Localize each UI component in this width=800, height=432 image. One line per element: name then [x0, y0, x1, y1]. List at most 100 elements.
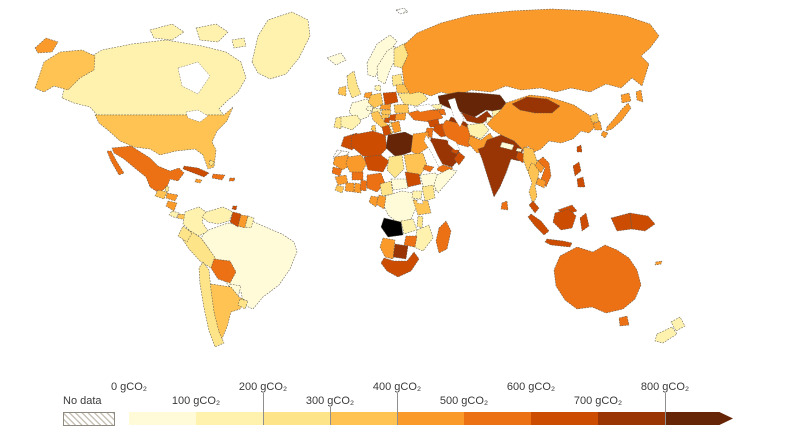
country-afghanistan[interactable] [466, 122, 490, 140]
country-japan-kyushu[interactable] [600, 130, 609, 139]
country-hispaniola[interactable] [211, 173, 226, 181]
country-burkina-faso[interactable] [351, 171, 364, 181]
country-mongolia[interactable] [511, 96, 561, 114]
legend-bin-100-200[interactable] [196, 412, 263, 425]
country-ireland[interactable] [337, 85, 347, 97]
country-niger[interactable] [363, 154, 390, 173]
region-sulawesi[interactable] [579, 212, 590, 232]
country-uzbekistan[interactable] [460, 110, 493, 125]
country-togo-benin[interactable] [359, 179, 368, 192]
country-usa[interactable] [94, 106, 234, 170]
country-switzerland[interactable] [365, 105, 374, 112]
region-sakhalin[interactable] [635, 89, 644, 103]
country-baltic-states[interactable] [391, 73, 404, 87]
country-mali[interactable] [345, 154, 368, 175]
country-oman[interactable] [453, 151, 466, 166]
country-bahamas[interactable] [208, 159, 215, 167]
country-hungary[interactable] [380, 109, 392, 116]
country-tunisia[interactable] [381, 124, 392, 137]
country-french-guiana[interactable] [244, 215, 255, 229]
country-spain[interactable] [339, 114, 362, 131]
legend-bin-700-800[interactable] [598, 412, 665, 425]
country-malaysia-peninsula[interactable] [528, 200, 540, 214]
country-germany[interactable] [367, 92, 384, 109]
region-sardinia[interactable] [370, 124, 377, 132]
country-angola[interactable] [380, 217, 404, 238]
legend-bin-0-100[interactable] [129, 412, 196, 425]
region-tasmania[interactable] [618, 315, 630, 327]
country-uruguay[interactable] [237, 298, 249, 310]
country-iceland[interactable] [326, 52, 347, 66]
country-taiwan[interactable] [576, 144, 583, 153]
legend-bin-400-500[interactable] [397, 412, 464, 425]
region-sumatra[interactable] [527, 213, 550, 236]
country-colombia[interactable] [182, 206, 209, 237]
country-chad[interactable] [386, 154, 405, 179]
country-algeria[interactable] [350, 130, 388, 159]
region-chukotka[interactable] [34, 37, 59, 54]
country-guatemala[interactable] [154, 189, 168, 200]
country-venezuela[interactable] [201, 206, 234, 225]
country-sudan[interactable] [403, 152, 428, 178]
country-trinidad[interactable] [231, 205, 238, 211]
country-south-korea[interactable] [592, 120, 603, 131]
country-uganda[interactable] [411, 190, 423, 200]
country-japan-hokkaido[interactable] [620, 92, 632, 104]
country-puerto-rico[interactable] [228, 177, 236, 182]
country-canada-arctic-1[interactable] [149, 23, 185, 41]
country-uk[interactable] [346, 70, 362, 99]
country-papua-new-guinea[interactable] [629, 212, 656, 232]
country-tanzania[interactable] [412, 199, 432, 216]
country-austria[interactable] [371, 107, 382, 114]
country-greece[interactable] [390, 120, 402, 134]
country-namibia[interactable] [379, 237, 396, 260]
country-libya[interactable] [385, 131, 414, 158]
country-canada-arctic-3[interactable] [231, 37, 247, 49]
country-sierra-leone-liberia[interactable] [334, 184, 345, 194]
country-bhutan[interactable] [515, 147, 523, 153]
country-canada[interactable] [61, 39, 247, 116]
region-java[interactable] [544, 238, 573, 248]
legend-bin-200-300[interactable] [263, 412, 330, 425]
country-bosnia[interactable] [383, 117, 391, 124]
country-zimbabwe[interactable] [403, 235, 418, 248]
country-guinea[interactable] [334, 174, 349, 186]
legend-bin-600-700[interactable] [531, 412, 598, 425]
country-nicaragua[interactable] [165, 200, 178, 212]
country-bulgaria[interactable] [394, 112, 407, 121]
country-svalbard[interactable] [395, 7, 409, 15]
country-cambodia[interactable] [535, 177, 547, 189]
country-ghana[interactable] [353, 182, 362, 194]
country-nepal[interactable] [499, 141, 515, 151]
country-suriname[interactable] [237, 214, 249, 229]
country-new-zealand-south[interactable] [654, 326, 678, 344]
country-ivory-coast[interactable] [344, 182, 355, 193]
country-bangladesh[interactable] [515, 151, 526, 164]
country-thailand[interactable] [527, 162, 541, 205]
country-portugal[interactable] [333, 116, 342, 130]
country-north-korea[interactable] [589, 112, 600, 123]
country-russia[interactable] [401, 8, 660, 97]
country-poland[interactable] [382, 91, 399, 106]
country-iran[interactable] [441, 119, 477, 148]
legend-no-data-swatch[interactable] [63, 412, 115, 426]
country-madagascar[interactable] [435, 220, 452, 254]
country-malawi[interactable] [416, 215, 424, 229]
country-denmark[interactable] [374, 84, 382, 92]
country-jamaica[interactable] [194, 178, 203, 184]
country-botswana[interactable] [392, 243, 409, 260]
region-baja[interactable] [106, 150, 125, 176]
country-south-africa[interactable] [380, 251, 420, 278]
country-philippines-north[interactable] [572, 161, 582, 177]
region-west-papua[interactable] [610, 212, 633, 232]
country-peru[interactable] [180, 226, 217, 269]
country-senegal[interactable] [331, 166, 343, 177]
country-new-caledonia[interactable] [654, 260, 663, 266]
country-romania[interactable] [393, 103, 410, 114]
country-greenland[interactable] [251, 11, 311, 80]
country-new-zealand-north[interactable] [670, 316, 686, 332]
legend-bin-500-600[interactable] [464, 412, 531, 425]
country-chile[interactable] [198, 261, 225, 348]
country-australia[interactable] [553, 244, 642, 314]
country-japan-honshu[interactable] [605, 102, 632, 132]
